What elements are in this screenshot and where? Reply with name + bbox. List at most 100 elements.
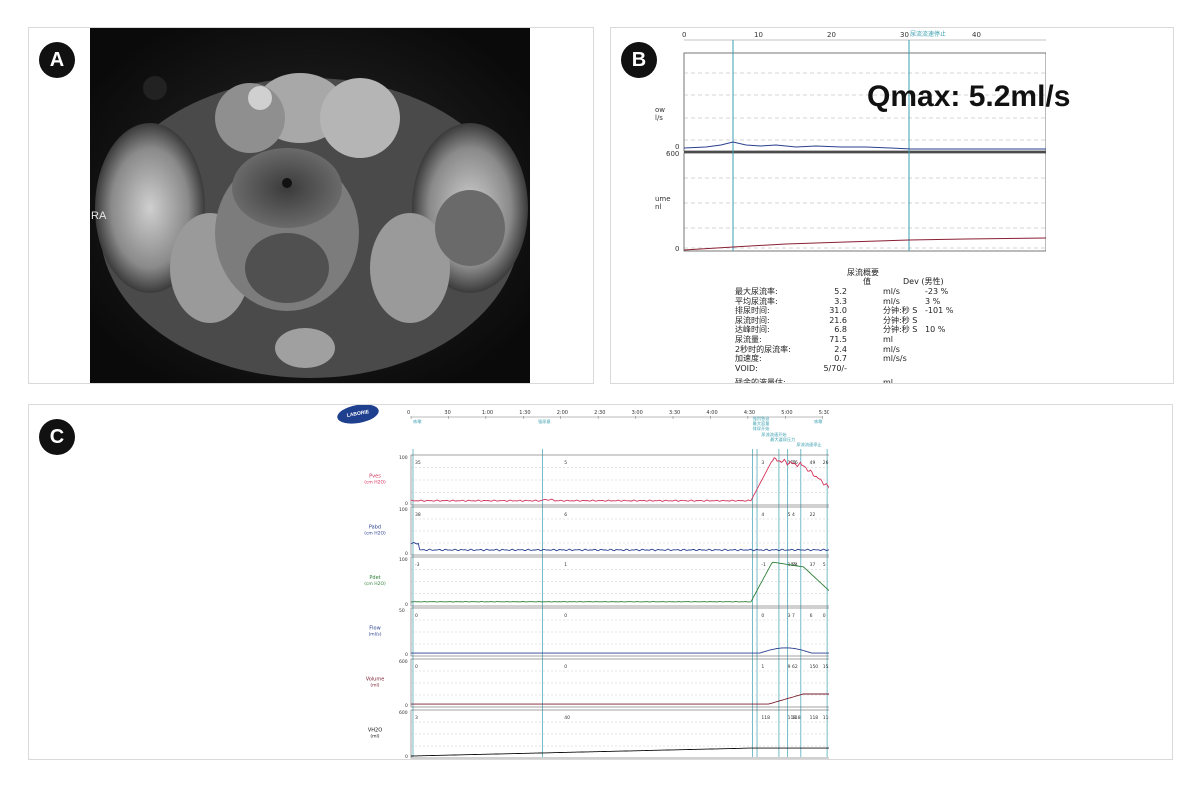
- channel-name: VH2O: [368, 728, 382, 734]
- time-tick-label: 2:30: [594, 410, 605, 416]
- summary-row-value: 2.4: [834, 344, 847, 354]
- channel-value: 3: [788, 613, 791, 619]
- channel-value: 4: [761, 512, 764, 518]
- channel-value: 16: [792, 460, 798, 466]
- channel-value: 4: [792, 512, 795, 518]
- summary-row-name: 排尿时间:: [735, 306, 770, 316]
- channel-max: 100: [399, 557, 408, 563]
- channel-value: 84: [792, 562, 798, 568]
- summary-row-unit: ml/s/s: [883, 354, 907, 364]
- summary-row: 加速度: 0.7 ml/s/s: [735, 354, 1035, 364]
- volume-axis-label-line2: nl: [655, 203, 662, 211]
- channel-value: 3: [415, 715, 418, 721]
- urodynamic-trace-chart: 0 30 1:00 1:30 2:00 2:30 3:00 3:30 4:00 4:30 5:00 5…: [364, 410, 829, 759]
- summary-rows: 最大尿流率: 5.2 ml/s -23 % 平均尿流率: 3.3 ml/s 3 % 排尿时间: 3…: [735, 287, 1035, 384]
- flow-axis-label-line1: ow: [655, 106, 666, 114]
- flow-axis-label: ow l/s: [655, 106, 665, 122]
- summary-row-dev: 3 %: [925, 296, 941, 306]
- channel-trace-volume: [411, 693, 829, 705]
- panel-label-b: B: [621, 42, 657, 78]
- flow-axis-min: 0: [675, 143, 680, 151]
- panel-label-c: C: [39, 419, 75, 455]
- summary-row-unit: ml: [883, 334, 894, 344]
- summary-row-dev: -101 %: [925, 306, 954, 316]
- time-tick-label: 3:00: [632, 410, 643, 416]
- event-label: 尿流流速开始: [761, 431, 787, 438]
- channel-unit: (cm H2O): [364, 581, 386, 587]
- event-label: 强烈急迫: [753, 415, 771, 422]
- channel-unit: (ml/s): [368, 632, 381, 638]
- tick-label: 0: [682, 31, 686, 39]
- summary-row: 达峰时间: 6.8 分钟:秒 S 10 %: [735, 325, 1035, 335]
- summary-row-unit: ml/s: [883, 296, 900, 306]
- summary-row-value: 31.0: [829, 306, 847, 316]
- channel-value: 9: [788, 664, 791, 670]
- channel-value: 37: [810, 562, 816, 568]
- summary-row-name: 2秒时的尿流率:: [735, 344, 791, 354]
- summary-row-unit: 分钟:秒 S: [883, 315, 918, 325]
- channel-value: -3: [415, 562, 420, 568]
- flow-axis-label-line2: l/s: [655, 114, 663, 122]
- channel-min: 0: [405, 652, 408, 658]
- channel-min: 0: [405, 754, 408, 759]
- channel-max: 600: [399, 710, 408, 716]
- summary-row-value: 5/70/-: [823, 363, 847, 373]
- channel-value: 0: [761, 613, 764, 619]
- channel-value: 40: [564, 715, 570, 721]
- channel-min: 0: [405, 501, 408, 507]
- uroflow-time-ticks: 0 10 20 30 40: [682, 31, 981, 39]
- volume-axis-min: 0: [675, 245, 680, 253]
- time-tick-label: 0: [407, 410, 410, 416]
- time-tick-label: 30: [444, 410, 450, 416]
- time-tick-label: 5:00: [781, 410, 792, 416]
- channel-unit: (cm H2O): [364, 480, 386, 486]
- summary-row-name: 尿流量:: [735, 334, 762, 344]
- summary-row: 尿流时间: 21.6 分钟:秒 S: [735, 316, 1035, 326]
- summary-footer-name: 残余的液量估:: [735, 378, 786, 384]
- tick-label: 20: [827, 31, 836, 39]
- channel-value: 6: [564, 512, 567, 518]
- channel-min: 0: [405, 602, 408, 608]
- summary-row-unit: ml/s: [883, 344, 900, 354]
- event-label: 强尿意: [538, 418, 551, 425]
- event-label: 咳嗽: [413, 418, 422, 425]
- channel-value: 5: [564, 460, 567, 466]
- channel-value: 7: [792, 613, 795, 619]
- panel-c: C LABORIE 0 30 1:00 1:30 2:00 2:30 3:00 3:30 4:0…: [28, 404, 1173, 760]
- channel-value: 26: [823, 460, 829, 466]
- summary-row: 尿流量: 71.5 ml: [735, 335, 1035, 345]
- summary-row-value: 71.5: [829, 334, 847, 344]
- channel-value: 62: [792, 664, 798, 670]
- channel-value: 0: [823, 613, 826, 619]
- channel-trace-flow: [411, 647, 829, 654]
- channel-value: 1: [564, 562, 567, 568]
- channel-value: 150: [810, 664, 819, 670]
- channel-max: 600: [399, 659, 408, 665]
- event-label: 最大逼尿压力: [770, 436, 795, 443]
- summary-row-value: 3.3: [834, 296, 847, 306]
- summary-row: 最大尿流率: 5.2 ml/s -23 %: [735, 287, 1035, 297]
- channel-name: Pdet: [369, 575, 380, 581]
- event-label: 排尿开始: [753, 425, 771, 432]
- channel-value: 49: [810, 460, 816, 466]
- volume-axis-max: 600: [666, 150, 680, 158]
- channel-name: Volume: [366, 677, 385, 683]
- tick-label: 30: [900, 31, 909, 39]
- time-tick-label: 4:30: [744, 410, 755, 416]
- orientation-label: RA: [91, 210, 107, 222]
- qmax-annotation: Qmax: 5.2ml/s: [867, 80, 1071, 113]
- channel-value: 5: [788, 512, 791, 518]
- summary-row: 平均尿流率: 3.3 ml/s 3 %: [735, 297, 1035, 307]
- summary-row-name: 平均尿流率:: [735, 296, 778, 306]
- time-tick-label: 1:00: [482, 410, 493, 416]
- summary-row-name: 加速度:: [735, 354, 762, 364]
- summary-title: 尿流概要: [847, 268, 879, 277]
- channel-value: 118: [761, 715, 770, 721]
- channel-value: 0: [415, 613, 418, 619]
- panel-label-a: A: [39, 42, 75, 78]
- event-label: 尿流流速停止: [796, 441, 821, 448]
- summary-col-dev: Dev (男性): [903, 277, 944, 286]
- channel-value: -1: [761, 562, 766, 568]
- summary-row: VOID: 5/70/-: [735, 364, 1035, 374]
- channel-value: 0: [564, 664, 567, 670]
